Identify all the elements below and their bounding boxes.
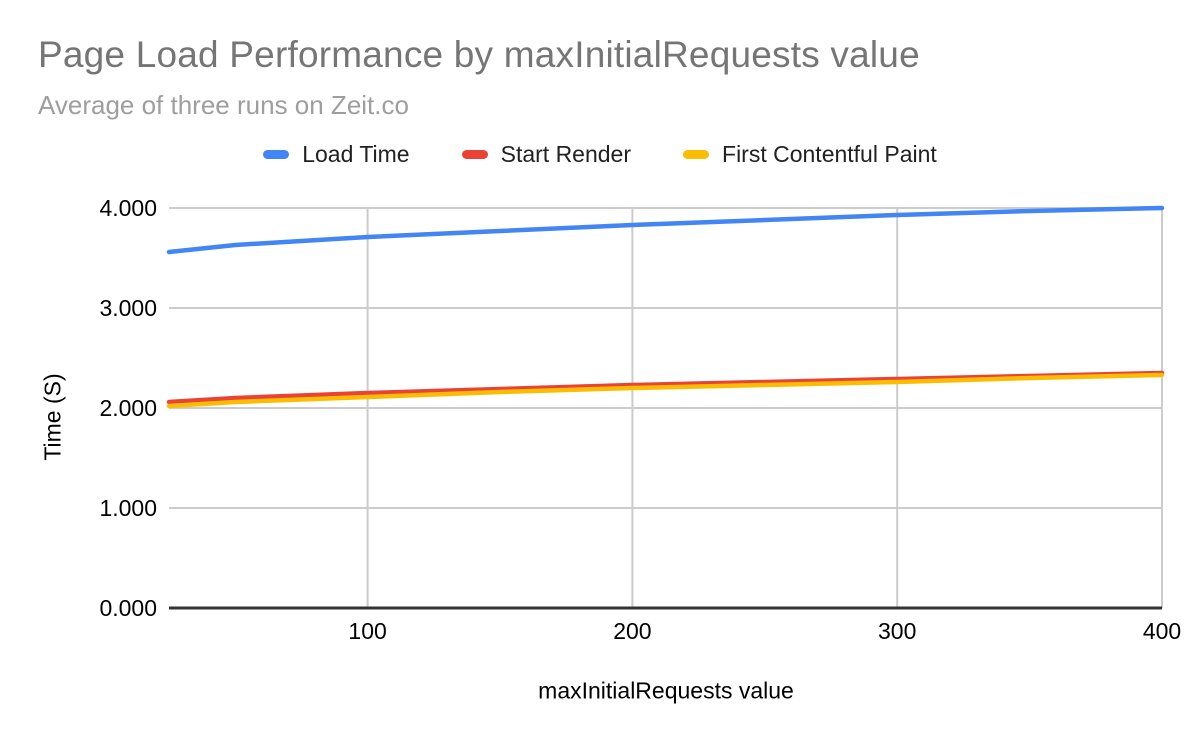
legend-item-load-time: Load Time — [263, 141, 410, 168]
legend-label: Load Time — [302, 141, 410, 167]
series-line-first-contentful-paint — [166, 372, 1165, 409]
legend-swatch-load-time — [263, 150, 290, 159]
x-tick-label: 300 — [878, 618, 916, 644]
x-tick-label: 200 — [613, 618, 651, 644]
legend-item-first-contentful-paint: First Contentful Paint — [683, 141, 937, 168]
x-tick-label: 100 — [348, 618, 386, 644]
y-axis-title: Time (S) — [39, 373, 66, 461]
y-tick-label: 1.000 — [99, 495, 157, 521]
y-tick-label: 4.000 — [99, 195, 157, 221]
x-tick-label: 400 — [1143, 618, 1181, 644]
x-axis-title: maxInitialRequests value — [538, 677, 794, 704]
series-line-start-render — [166, 370, 1165, 405]
y-tick-label: 3.000 — [99, 295, 157, 321]
legend-item-start-render: Start Render — [461, 141, 632, 168]
legend-label: First Contentful Paint — [722, 141, 937, 167]
y-tick-label: 0.000 — [99, 595, 157, 621]
chart-subtitle: Average of three runs on Zeit.co — [38, 90, 409, 120]
legend-swatch-start-render — [461, 150, 488, 159]
legend-swatch-first-contentful-paint — [683, 150, 710, 159]
legend: Load Time Start Render First Contentful Pa… — [0, 141, 1200, 168]
series-line-load-time — [166, 205, 1165, 255]
legend-label: Start Render — [500, 141, 632, 167]
y-tick-label: 2.000 — [99, 395, 157, 421]
chart-title: Page Load Performance by maxInitialReque… — [38, 34, 920, 75]
